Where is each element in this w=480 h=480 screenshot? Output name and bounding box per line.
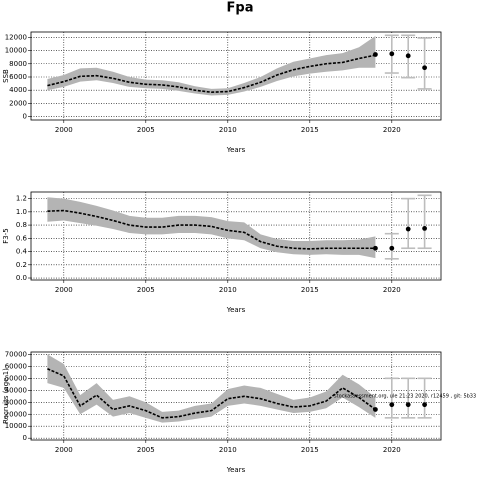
x-tick-label: 2015 [301,126,319,134]
y-tick-label: 2000 [9,99,27,107]
point [373,245,378,251]
y-tick-label: 8000 [9,60,27,68]
confidence-band [47,354,376,423]
y-tick-label: 0 [23,113,27,121]
point [373,52,378,57]
x-axis-label: Years [226,146,246,154]
y-tick-label: 6000 [9,73,27,81]
x-tick-label: 2005 [137,446,155,454]
x-tick-label: 2010 [219,126,237,134]
point [389,402,395,408]
plot-frame [30,351,442,441]
y-tick-label: 10000 [5,47,27,55]
point [405,53,411,59]
y-tick-label: 1.2 [16,195,27,203]
estimate-line [47,54,376,94]
x-tick-label: 2000 [55,286,73,294]
x-tick-label: 2010 [219,446,237,454]
y-tick-label: 0.8 [16,221,27,229]
point [405,226,411,232]
x-tick-label: 2015 [301,286,319,294]
x-tick-label: 2005 [137,126,155,134]
y-axis-label: SSB [2,69,10,83]
x-tick-label: 2005 [137,286,155,294]
point [389,245,395,251]
y-tick-label: 0.4 [16,248,28,256]
plot-frame [30,31,442,121]
y-tick-label: 50000 [5,374,27,382]
y-tick-label: 0.6 [16,234,28,242]
estimate-line [47,368,376,419]
x-axis-label: Years [226,306,246,314]
confidence-band [47,197,376,259]
annotation: stockassessment.org, ule 21:23 2020, r12… [334,394,476,400]
y-tick-label: 4000 [9,86,27,94]
chart-title: Fpa [227,1,254,16]
confidence-band [47,35,376,96]
x-tick-label: 2000 [55,126,73,134]
y-tick-label: 0.2 [16,261,27,269]
y-tick-label: 1.0 [16,208,27,216]
point [405,402,411,408]
y-tick-label: 10000 [5,422,27,430]
x-tick-label: 2020 [383,286,401,294]
point [422,402,427,408]
point [422,65,427,71]
y-tick-label: 30000 [5,398,27,406]
y-tick-label: 20000 [5,410,27,418]
y-axis-label: Recruits (age 1) [2,368,10,424]
y-tick-label: 12000 [5,33,27,41]
point [422,225,427,231]
y-tick-label: 40000 [5,386,27,394]
x-tick-label: 2015 [301,446,319,454]
x-axis-label: Years [226,466,246,474]
x-tick-label: 2000 [55,446,73,454]
x-tick-label: 2020 [383,126,401,134]
y-tick-label: 0 [23,434,27,442]
x-tick-label: 2020 [383,446,401,454]
plot-frame [30,191,442,281]
point [373,407,378,412]
y-tick-label: 60000 [5,362,27,370]
y-tick-label: 70000 [5,350,27,358]
x-tick-label: 2010 [219,286,237,294]
estimate-line [47,209,376,250]
y-axis-label: F3-5 [2,228,10,243]
y-tick-label: 0.0 [16,274,27,282]
point [389,51,395,57]
